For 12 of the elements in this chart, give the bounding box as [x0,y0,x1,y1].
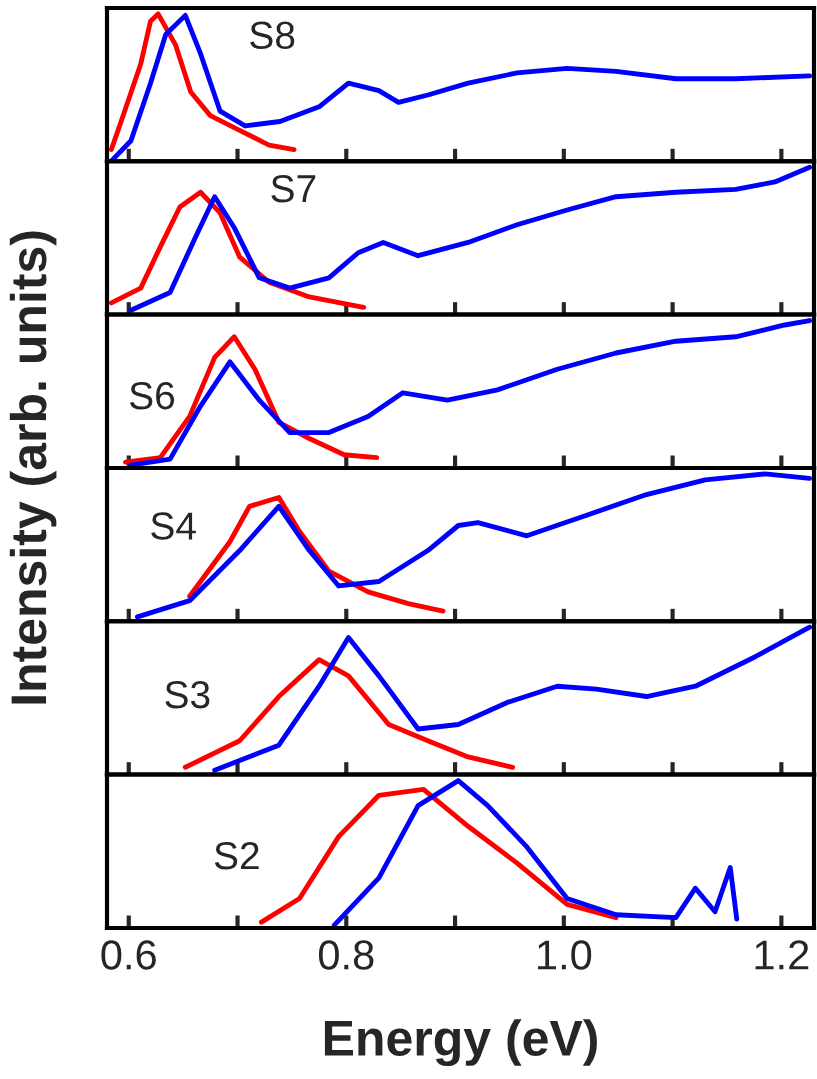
annotation: S6 [129,381,175,410]
x-tick-label: 0.6 [101,940,156,970]
annotation: S4 [151,512,196,540]
annotation: S3 [165,680,210,709]
annotation: S8 [250,21,295,50]
x-axis-title: Energy (eV) [324,1019,597,1067]
annotation: S7 [271,174,316,203]
y-axis-title: Intensity (arb. units) [9,231,57,704]
annotation: S2 [214,841,259,870]
x-tick-label: 0.8 [318,940,374,970]
x-tick-label: 1.2 [755,940,809,970]
x-tick-label: 1.0 [538,940,592,970]
